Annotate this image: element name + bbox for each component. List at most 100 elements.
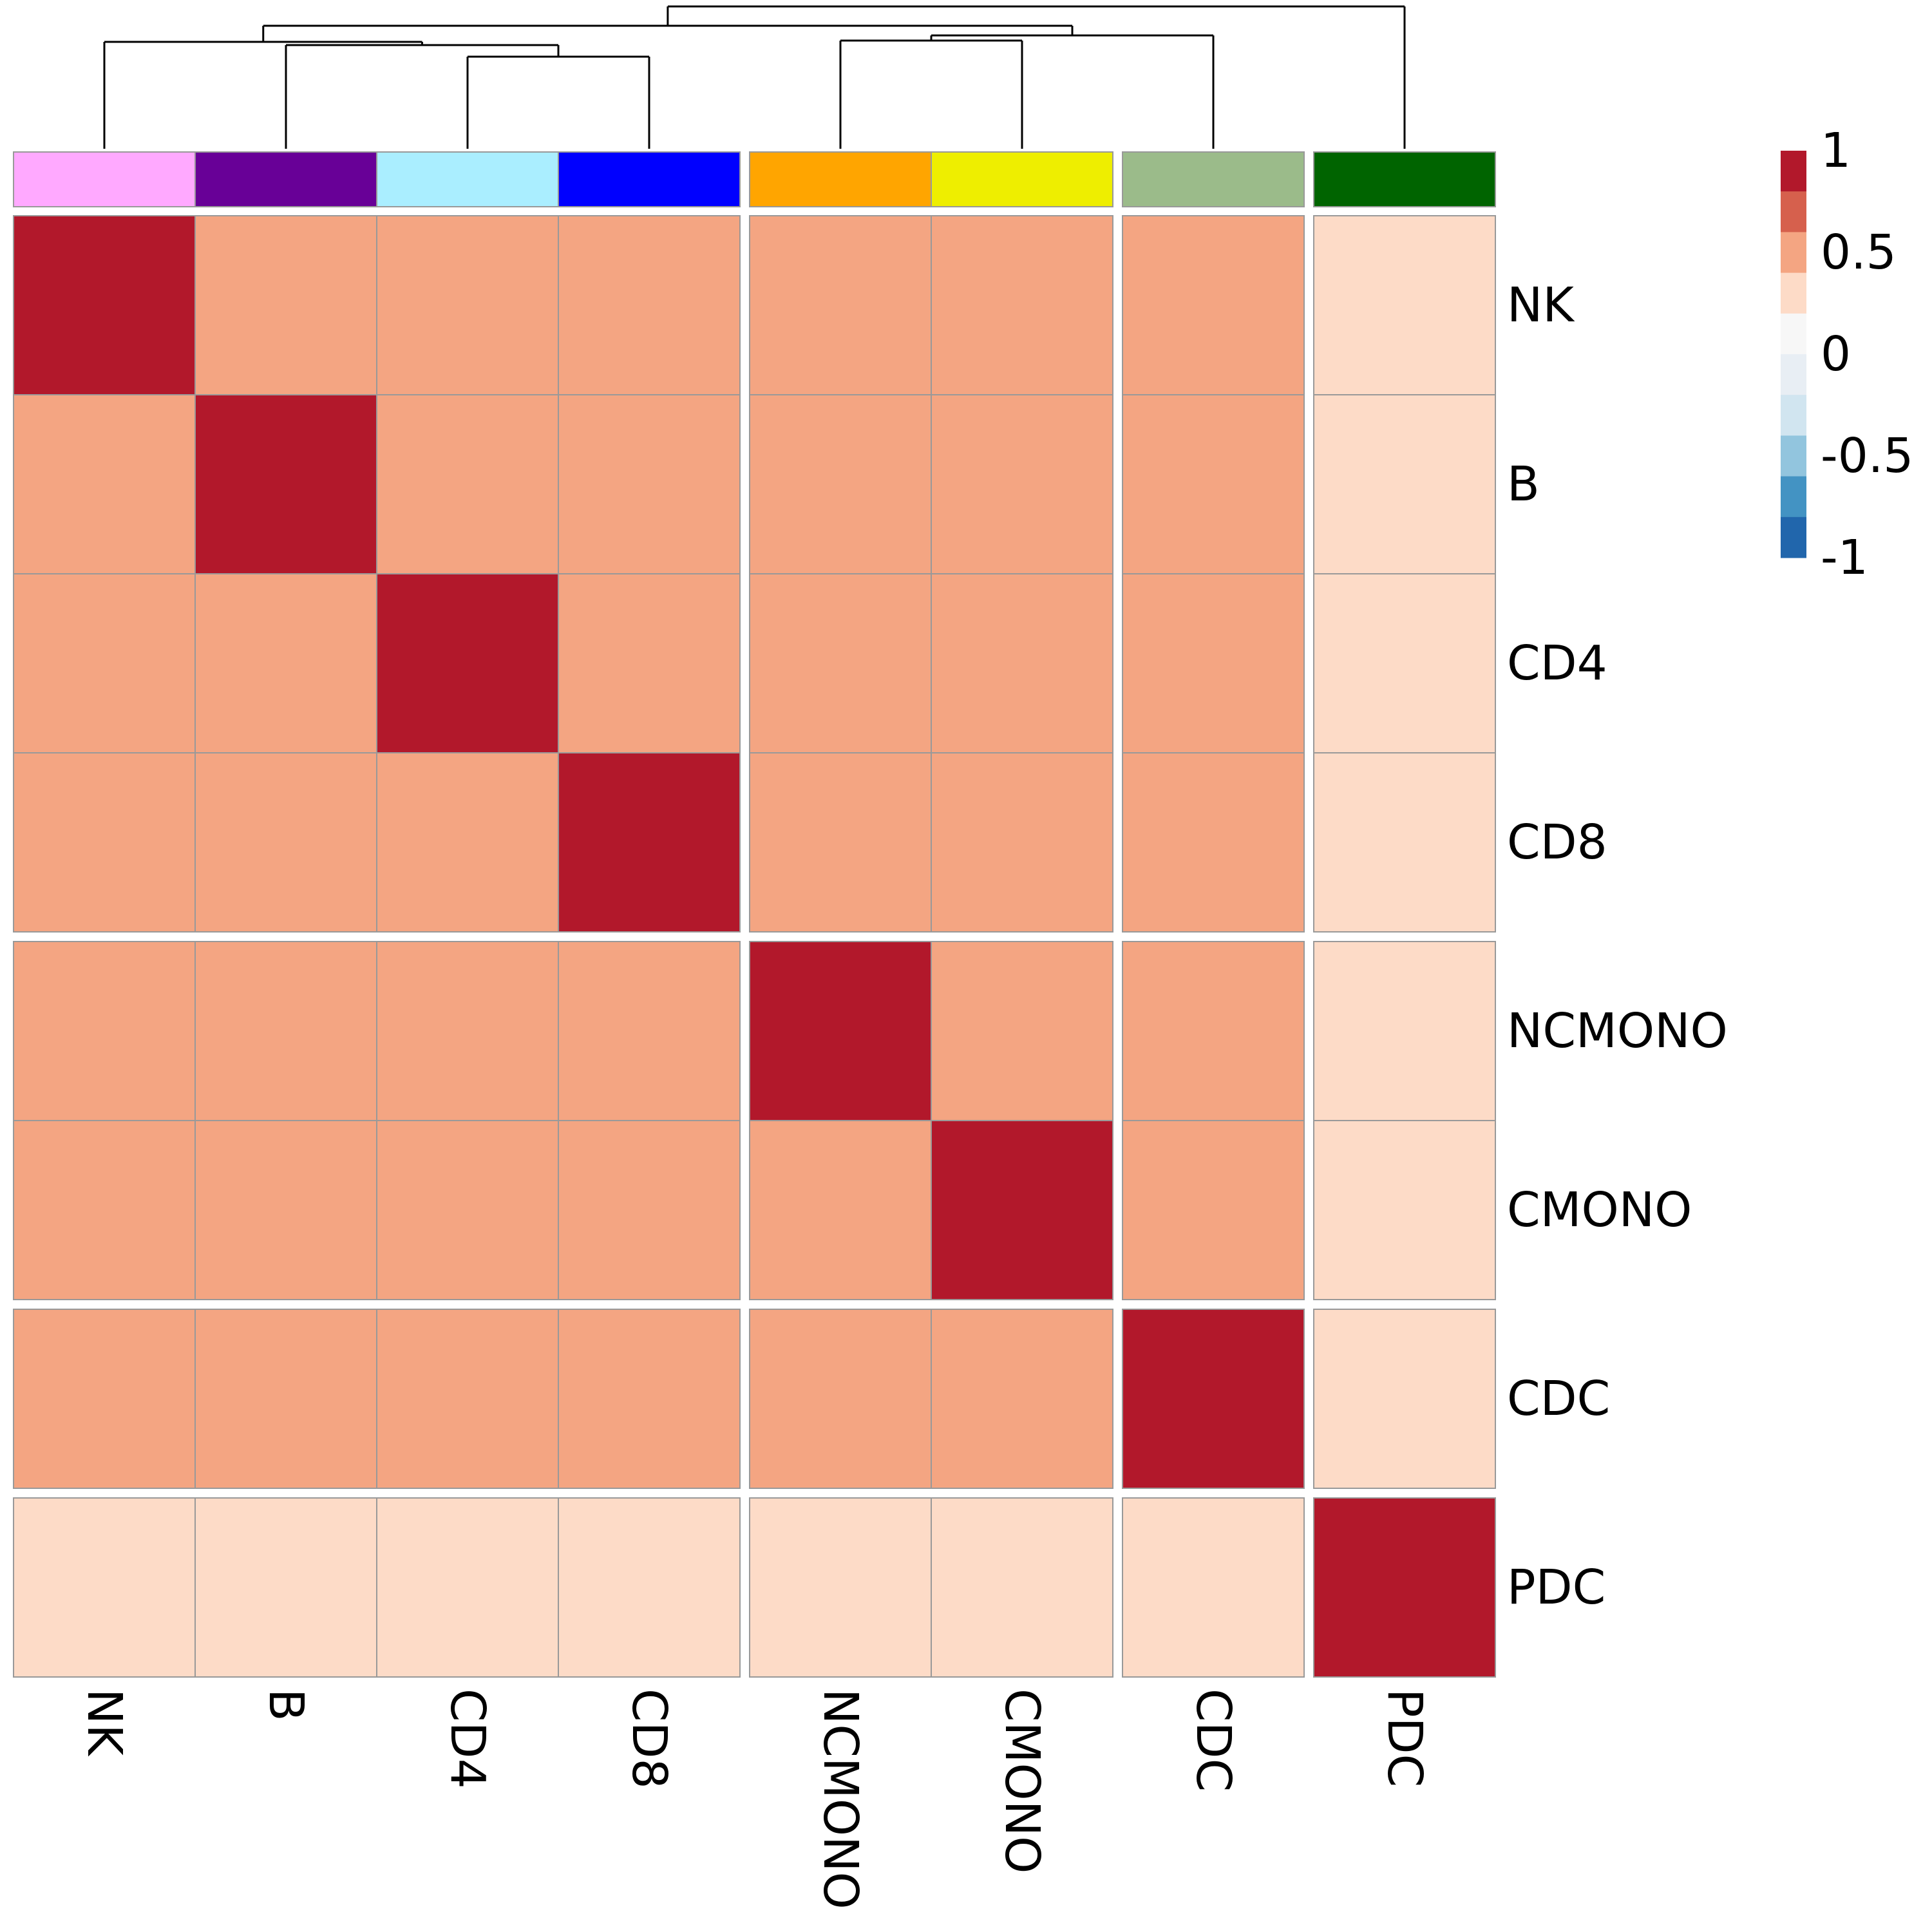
- cell-b-ncmono: [749, 394, 932, 574]
- cell-cmono-cdc: [1122, 1120, 1305, 1300]
- cell-b-cdc: [1122, 394, 1305, 574]
- cell-cd8-cmono: [931, 752, 1113, 933]
- cell-ncmono-pdc: [1313, 941, 1496, 1121]
- column-label-b: B: [258, 1689, 314, 1721]
- cell-ncmono-nk: [13, 941, 196, 1121]
- colorbar-swatch: [1781, 272, 1806, 314]
- cell-cmono-nk: [13, 1120, 196, 1300]
- cell-cd4-ncmono: [749, 573, 932, 753]
- cell-pdc-cmono: [931, 1497, 1113, 1678]
- cell-cdc-cdc: [1122, 1309, 1305, 1489]
- column-label-cdc: CDC: [1186, 1689, 1241, 1792]
- column-label-cmono: CMONO: [994, 1689, 1050, 1873]
- cell-cd8-b: [194, 752, 377, 933]
- cell-cd4-cdc: [1122, 573, 1305, 753]
- cell-pdc-cd8: [558, 1497, 741, 1678]
- annotation-nk: [13, 151, 196, 207]
- cell-cdc-cd8: [558, 1309, 741, 1489]
- row-label-cdc: CDC: [1507, 1371, 1610, 1426]
- colorbar-swatch: [1781, 516, 1806, 558]
- cell-cdc-cmono: [931, 1309, 1113, 1489]
- colorbar-swatch: [1781, 354, 1806, 395]
- cell-cd8-pdc: [1313, 752, 1496, 933]
- annotation-b: [194, 151, 377, 207]
- colorbar-swatch: [1781, 435, 1806, 477]
- annotation-cdc: [1122, 151, 1305, 207]
- cell-b-nk: [13, 394, 196, 574]
- cell-b-cmono: [931, 394, 1113, 574]
- column-label-ncmono: NCMONO: [813, 1689, 868, 1909]
- cell-ncmono-ncmono: [749, 941, 932, 1121]
- cell-b-pdc: [1313, 394, 1496, 574]
- cell-pdc-nk: [13, 1497, 196, 1678]
- cell-cd8-cd4: [376, 752, 559, 933]
- colorbar-tick-label: 1: [1821, 123, 1851, 178]
- column-label-pdc: PDC: [1377, 1689, 1432, 1787]
- cell-nk-ncmono: [749, 215, 932, 395]
- cell-cd4-cd4: [376, 573, 559, 753]
- cell-b-b: [194, 394, 377, 574]
- cell-cmono-pdc: [1313, 1120, 1496, 1300]
- column-label-nk: NK: [77, 1689, 132, 1757]
- column-label-cd4: CD4: [440, 1689, 495, 1789]
- cell-cd4-pdc: [1313, 573, 1496, 753]
- colorbar-legend: 1 0.5 0 -0.5 -1: [1781, 123, 1913, 585]
- column-dendrogram: [103, 5, 1406, 149]
- cell-cdc-pdc: [1313, 1309, 1496, 1489]
- column-labels: NK B CD4 CD8 NCMONO CMONO CDC PDC: [77, 1689, 1432, 1909]
- cell-ncmono-cmono: [931, 941, 1113, 1121]
- row-label-nk: NK: [1507, 278, 1575, 333]
- column-annotation-bar: [13, 151, 1496, 207]
- cell-cmono-cd8: [558, 1120, 741, 1300]
- colorbar-swatch: [1781, 151, 1806, 192]
- cell-cmono-cd4: [376, 1120, 559, 1300]
- cell-cd4-b: [194, 573, 377, 753]
- cell-cd4-nk: [13, 573, 196, 753]
- row-label-cd8: CD8: [1507, 815, 1607, 870]
- colorbar-swatch: [1781, 232, 1806, 274]
- cell-cmono-b: [194, 1120, 377, 1300]
- cell-cdc-cd4: [376, 1309, 559, 1489]
- row-label-pdc: PDC: [1507, 1560, 1605, 1615]
- cell-pdc-pdc: [1313, 1497, 1496, 1678]
- cell-pdc-cd4: [376, 1497, 559, 1678]
- cell-ncmono-b: [194, 941, 377, 1121]
- row-label-b: B: [1507, 457, 1540, 512]
- cell-nk-b: [194, 215, 377, 395]
- colorbar-tick-label: 0.5: [1821, 225, 1897, 280]
- colorbar-tick-label: -1: [1821, 530, 1868, 585]
- cell-ncmono-cd4: [376, 941, 559, 1121]
- cell-b-cd4: [376, 394, 559, 574]
- cell-cd8-cdc: [1122, 752, 1305, 933]
- colorbar-tick-label: 0: [1821, 327, 1851, 382]
- cell-nk-cdc: [1122, 215, 1305, 395]
- cell-cd4-cd8: [558, 573, 741, 753]
- row-label-cmono: CMONO: [1507, 1182, 1692, 1238]
- cell-nk-nk: [13, 215, 196, 395]
- cell-cd8-nk: [13, 752, 196, 933]
- heatmap-cells: [13, 215, 1496, 1678]
- cell-cd4-cmono: [931, 573, 1113, 753]
- cell-cd8-ncmono: [749, 752, 932, 933]
- cell-pdc-b: [194, 1497, 377, 1678]
- annotation-cd4: [376, 151, 559, 207]
- cell-pdc-ncmono: [749, 1497, 932, 1678]
- colorbar-swatch: [1781, 395, 1806, 436]
- annotation-cmono: [931, 151, 1113, 207]
- colorbar-swatch: [1781, 476, 1806, 518]
- cell-cdc-ncmono: [749, 1309, 932, 1489]
- annotation-pdc: [1313, 151, 1496, 207]
- row-label-cd4: CD4: [1507, 636, 1607, 691]
- cell-cdc-nk: [13, 1309, 196, 1489]
- cell-ncmono-cd8: [558, 941, 741, 1121]
- cell-ncmono-cdc: [1122, 941, 1305, 1121]
- row-labels: NK B CD4 CD8 NCMONO CMONO CDC PDC: [1507, 278, 1728, 1615]
- cell-cdc-b: [194, 1309, 377, 1489]
- column-label-cd8: CD8: [621, 1689, 677, 1789]
- cell-cmono-ncmono: [749, 1120, 932, 1300]
- cell-nk-cmono: [931, 215, 1113, 395]
- cell-cd8-cd8: [558, 752, 741, 933]
- cell-cmono-cmono: [931, 1120, 1113, 1300]
- annotation-cd8: [558, 151, 741, 207]
